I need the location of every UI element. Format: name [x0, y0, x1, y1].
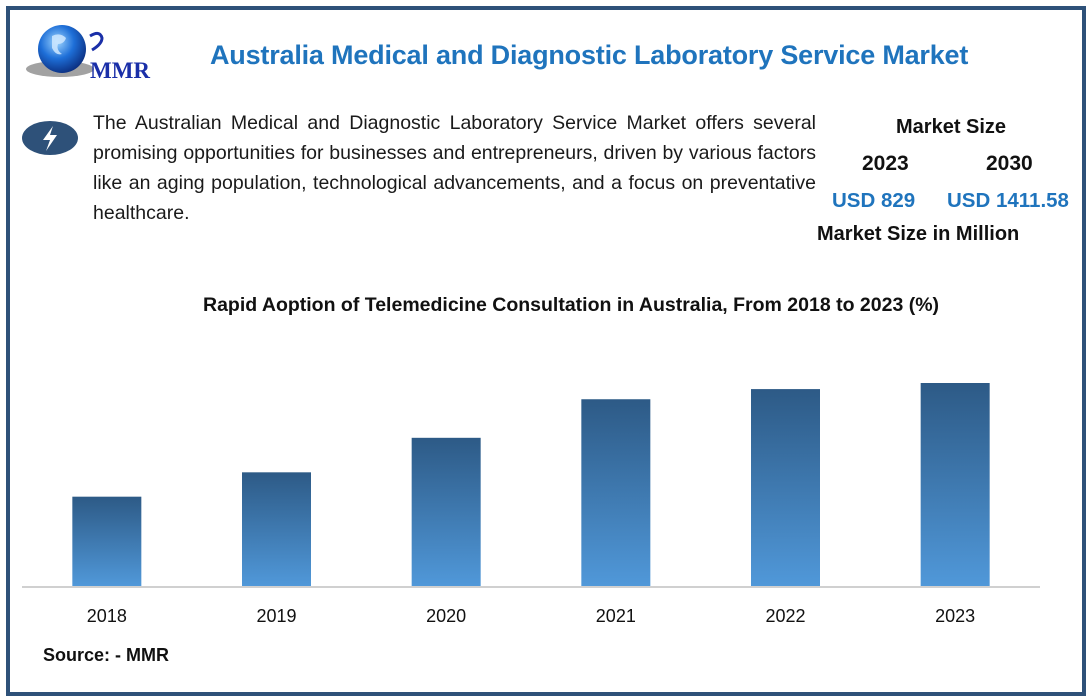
chart-title: Rapid Aoption of Telemedicine Consultati…: [203, 294, 940, 316]
bar-2022: [751, 389, 820, 586]
source-note: Source: - MMR: [43, 645, 169, 665]
x-tick-label: 2020: [426, 606, 466, 626]
x-tick-label: 2018: [87, 606, 127, 626]
logo-text: MMR: [90, 58, 150, 83]
page-title: Australia Medical and Diagnostic Laborat…: [210, 40, 969, 70]
market-size-year-start: 2023: [862, 152, 909, 175]
bar-2019: [242, 472, 311, 586]
infographic-frame: [6, 6, 1086, 696]
market-size-value-end: USD 1411.58: [947, 189, 1069, 212]
globe-icon: [38, 25, 86, 73]
market-size-value-start: USD 829: [832, 189, 916, 212]
market-size-unit-label: Market Size in Million: [817, 223, 1020, 245]
x-tick-label: 2022: [765, 606, 805, 626]
bar-2021: [581, 399, 651, 586]
x-tick-label: 2019: [256, 606, 296, 626]
market-description: The Australian Medical and Diagnostic La…: [93, 112, 816, 224]
bar-2018: [72, 496, 142, 586]
market-size-title: Market Size: [896, 116, 1007, 138]
bar-2023: [920, 383, 990, 586]
mmr-logo: MMR: [26, 25, 150, 83]
bar-2020: [411, 437, 481, 586]
market-size-year-end: 2030: [986, 152, 1033, 175]
x-tick-label: 2023: [935, 606, 975, 626]
x-tick-label: 2021: [596, 606, 636, 626]
lightning-bolt-icon: [22, 121, 78, 155]
